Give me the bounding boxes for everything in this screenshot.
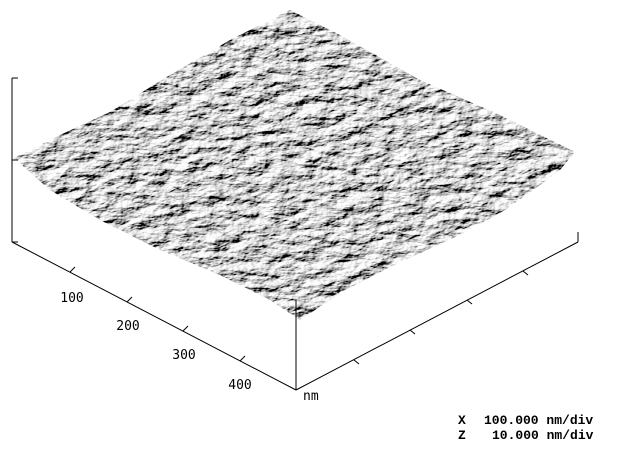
scale-value: 100.000 nm/div [484, 413, 593, 428]
scale-axis: X [458, 413, 466, 428]
y-tick [70, 267, 75, 272]
tick-label: 400 [228, 378, 251, 393]
x-tick [467, 300, 472, 304]
x-tick [410, 330, 415, 334]
y-tick [240, 356, 245, 361]
y-tick [127, 297, 132, 302]
tick-label: 100 [60, 291, 83, 306]
tick-label: 200 [116, 319, 139, 334]
tick-label: 300 [172, 348, 195, 363]
unit-label: nm [303, 389, 319, 404]
y-tick [183, 326, 188, 331]
x-tick [523, 271, 528, 275]
scale-value: 10.000 nm/div [492, 428, 594, 443]
scale-axis: Z [458, 428, 466, 443]
afm-view: 100 200 300 400 nm X 100.000 nm/div Z 10… [0, 0, 633, 450]
x-tick [354, 360, 359, 364]
surface [0, 0, 600, 330]
